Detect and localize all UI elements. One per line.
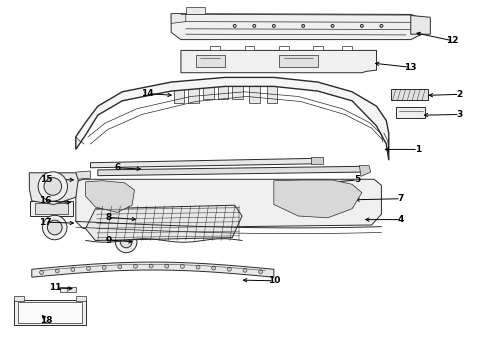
Circle shape: [71, 267, 75, 271]
Polygon shape: [85, 205, 242, 240]
Text: 13: 13: [404, 63, 416, 72]
Polygon shape: [203, 83, 213, 99]
Circle shape: [360, 24, 363, 27]
Polygon shape: [273, 180, 361, 218]
Circle shape: [211, 266, 215, 270]
Polygon shape: [171, 14, 425, 40]
Text: 4: 4: [397, 215, 404, 224]
Polygon shape: [181, 50, 376, 73]
Polygon shape: [312, 193, 357, 200]
Polygon shape: [278, 55, 317, 67]
Text: 17: 17: [39, 217, 51, 227]
Polygon shape: [244, 46, 254, 50]
Polygon shape: [35, 203, 68, 214]
Polygon shape: [195, 55, 224, 67]
Polygon shape: [76, 171, 90, 179]
Text: 5: 5: [353, 175, 359, 184]
Polygon shape: [32, 262, 273, 277]
Circle shape: [227, 267, 231, 271]
Circle shape: [233, 24, 236, 27]
Polygon shape: [29, 173, 78, 204]
Polygon shape: [30, 201, 73, 216]
Polygon shape: [395, 107, 425, 118]
Circle shape: [258, 270, 262, 274]
Circle shape: [149, 264, 153, 268]
Polygon shape: [232, 83, 243, 99]
Text: 9: 9: [105, 236, 112, 245]
Polygon shape: [185, 7, 205, 14]
Circle shape: [102, 266, 106, 270]
Circle shape: [55, 269, 59, 273]
Text: 14: 14: [141, 89, 154, 98]
Circle shape: [133, 264, 137, 268]
Text: 11: 11: [49, 284, 61, 292]
Circle shape: [120, 236, 132, 248]
Polygon shape: [410, 15, 429, 34]
Polygon shape: [14, 296, 24, 301]
Polygon shape: [312, 46, 322, 50]
Text: 7: 7: [397, 194, 404, 203]
Polygon shape: [171, 14, 185, 23]
Polygon shape: [98, 166, 362, 176]
Text: 15: 15: [40, 175, 53, 184]
Text: 2: 2: [456, 90, 462, 99]
Circle shape: [118, 265, 122, 269]
Text: 1: 1: [414, 145, 420, 154]
Circle shape: [38, 172, 67, 201]
Circle shape: [44, 178, 61, 195]
Circle shape: [252, 24, 255, 27]
Circle shape: [272, 24, 275, 27]
Circle shape: [164, 264, 168, 268]
Text: 3: 3: [456, 110, 462, 119]
Circle shape: [243, 268, 246, 272]
Circle shape: [180, 265, 184, 269]
Circle shape: [115, 231, 137, 253]
Polygon shape: [278, 46, 288, 50]
Circle shape: [301, 24, 304, 27]
Polygon shape: [266, 83, 277, 103]
Polygon shape: [85, 181, 134, 212]
Circle shape: [86, 267, 90, 271]
Polygon shape: [14, 300, 85, 325]
Circle shape: [196, 265, 200, 269]
Polygon shape: [173, 83, 184, 103]
Text: 16: 16: [39, 197, 51, 205]
Text: 12: 12: [445, 36, 458, 45]
Polygon shape: [390, 89, 427, 100]
Circle shape: [47, 220, 62, 235]
Circle shape: [379, 24, 382, 27]
Polygon shape: [210, 46, 220, 50]
Polygon shape: [76, 296, 85, 301]
Text: 8: 8: [105, 213, 111, 222]
Polygon shape: [90, 158, 313, 168]
Polygon shape: [359, 166, 370, 176]
Polygon shape: [307, 193, 315, 201]
Polygon shape: [60, 287, 76, 292]
Text: 18: 18: [40, 316, 53, 325]
Polygon shape: [217, 83, 228, 99]
Polygon shape: [310, 157, 322, 164]
Text: 10: 10: [267, 276, 280, 285]
Polygon shape: [76, 179, 381, 229]
Polygon shape: [342, 46, 351, 50]
Circle shape: [330, 24, 333, 27]
Text: 6: 6: [114, 163, 120, 172]
Circle shape: [42, 215, 67, 240]
Polygon shape: [249, 83, 260, 103]
Circle shape: [40, 270, 43, 274]
Polygon shape: [188, 83, 199, 103]
Polygon shape: [76, 77, 388, 160]
Polygon shape: [18, 302, 81, 323]
